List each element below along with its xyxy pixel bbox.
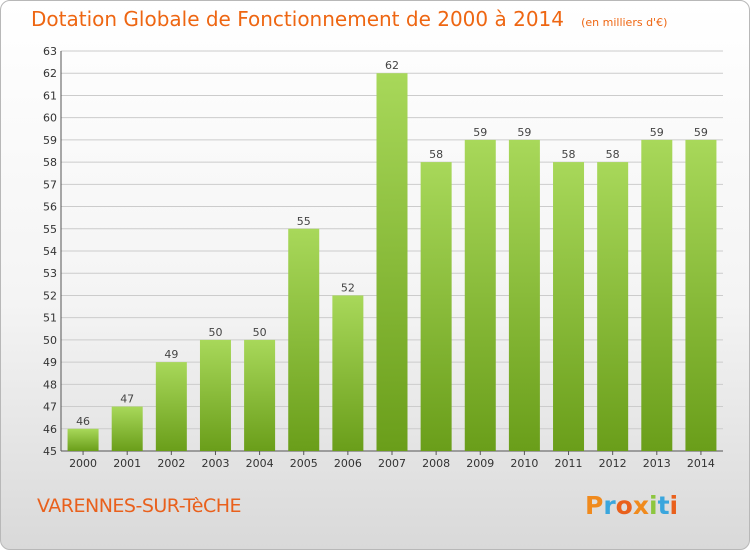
y-tick-label: 48 bbox=[43, 378, 57, 391]
bar-2000 bbox=[67, 428, 99, 451]
x-tick-label: 2008 bbox=[422, 457, 450, 470]
bar-value-label: 52 bbox=[341, 281, 355, 294]
y-tick-label: 50 bbox=[43, 334, 57, 347]
bar-value-label: 47 bbox=[120, 393, 134, 406]
y-tick-label: 55 bbox=[43, 223, 57, 236]
bar-value-label: 58 bbox=[606, 148, 620, 161]
x-tick-label: 2007 bbox=[378, 457, 406, 470]
logo-letter: x bbox=[632, 491, 649, 520]
bar-value-label: 59 bbox=[517, 126, 531, 139]
x-tick-label: 2002 bbox=[157, 457, 185, 470]
bar-2006 bbox=[332, 295, 364, 451]
y-tick-label: 49 bbox=[43, 356, 57, 369]
bar-value-label: 49 bbox=[164, 348, 178, 361]
bar-value-label: 59 bbox=[694, 126, 708, 139]
x-tick-label: 2014 bbox=[687, 457, 715, 470]
bar-value-label: 50 bbox=[208, 326, 222, 339]
x-tick-label: 2004 bbox=[246, 457, 274, 470]
y-tick-label: 57 bbox=[43, 178, 57, 191]
y-tick-label: 46 bbox=[43, 423, 57, 436]
logo-letter: o bbox=[615, 491, 633, 520]
title-block: Dotation Globale de Fonctionnement de 20… bbox=[31, 7, 667, 31]
y-tick-label: 61 bbox=[43, 89, 57, 102]
bar-2013 bbox=[641, 139, 673, 451]
chart-subtitle: (en milliers d'€) bbox=[581, 16, 668, 29]
bar-2009 bbox=[464, 139, 496, 451]
x-tick-label: 2011 bbox=[555, 457, 583, 470]
bar-value-label: 46 bbox=[76, 415, 90, 428]
y-tick-label: 53 bbox=[43, 267, 57, 280]
bars bbox=[67, 73, 717, 451]
bar-value-label: 55 bbox=[297, 215, 311, 228]
y-tick-label: 51 bbox=[43, 312, 57, 325]
x-tick-label: 2003 bbox=[201, 457, 229, 470]
bar-2007 bbox=[376, 73, 408, 451]
bar-value-label: 59 bbox=[650, 126, 664, 139]
bar-2008 bbox=[420, 162, 452, 451]
proxiti-logo: Proxiti bbox=[585, 491, 678, 520]
bar-2003 bbox=[199, 339, 231, 451]
logo-letter: P bbox=[585, 491, 604, 520]
y-tick-label: 47 bbox=[43, 401, 57, 414]
bar-value-label: 58 bbox=[562, 148, 576, 161]
labels: 45 46 47 48 49 50 51 52 53 54 55 56 57 58 59 60 61 62 63 46… bbox=[43, 45, 715, 470]
bar-2005 bbox=[288, 228, 320, 451]
bar-value-label: 58 bbox=[429, 148, 443, 161]
bar-2002 bbox=[155, 362, 187, 451]
x-tick-label: 2000 bbox=[69, 457, 97, 470]
logo-letter: r bbox=[603, 491, 616, 520]
logo-letter: i bbox=[669, 491, 679, 520]
y-tick-label: 45 bbox=[43, 445, 57, 458]
logo-letter: i bbox=[649, 491, 658, 520]
bar-2010 bbox=[508, 139, 540, 451]
x-tick-label: 2005 bbox=[290, 457, 318, 470]
bar-2004 bbox=[244, 339, 276, 451]
x-tick-label: 2006 bbox=[334, 457, 362, 470]
city-name: VARENNES-SUR-TèCHE bbox=[37, 495, 242, 517]
x-tick-label: 2013 bbox=[643, 457, 671, 470]
bar-value-label: 59 bbox=[473, 126, 487, 139]
y-tick-label: 62 bbox=[43, 67, 57, 80]
logo-letter: t bbox=[657, 491, 670, 520]
chart-title: Dotation Globale de Fonctionnement de 20… bbox=[31, 7, 564, 31]
y-tick-label: 60 bbox=[43, 112, 57, 125]
y-tick-label: 56 bbox=[43, 201, 57, 214]
x-tick-label: 2009 bbox=[466, 457, 494, 470]
x-tick-label: 2010 bbox=[510, 457, 538, 470]
bar-2011 bbox=[553, 162, 585, 451]
bar-value-label: 62 bbox=[385, 59, 399, 72]
x-tick-label: 2012 bbox=[599, 457, 627, 470]
bar-2014 bbox=[685, 139, 717, 451]
y-tick-label: 59 bbox=[43, 134, 57, 147]
y-tick-label: 54 bbox=[43, 245, 57, 258]
bar-2012 bbox=[597, 162, 629, 451]
y-tick-label: 52 bbox=[43, 289, 57, 302]
bar-2001 bbox=[111, 406, 143, 451]
y-tick-label: 63 bbox=[43, 45, 57, 58]
bar-value-label: 50 bbox=[253, 326, 267, 339]
x-tick-label: 2001 bbox=[113, 457, 141, 470]
y-tick-label: 58 bbox=[43, 156, 57, 169]
